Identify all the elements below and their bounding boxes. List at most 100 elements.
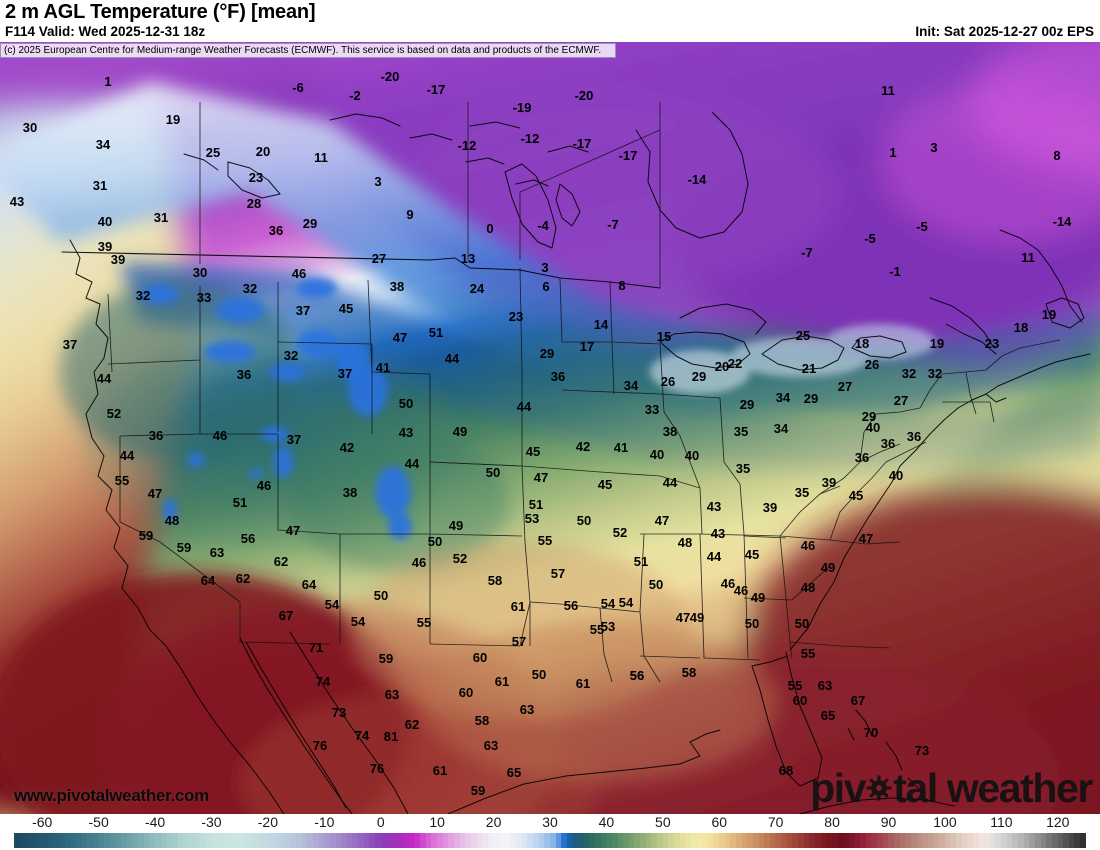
temperature-label: 8 bbox=[618, 278, 625, 293]
colorbar-segment bbox=[312, 833, 319, 848]
colorbar-segment bbox=[380, 833, 387, 848]
colorbar-segment bbox=[673, 833, 680, 848]
colorbar-tick: 50 bbox=[655, 814, 671, 830]
colorbar-segment bbox=[877, 833, 883, 848]
colorbar[interactable]: -60 -50 -40 -30 -20 -10 0 10 20 30 40 50 60 70 80 90 100… bbox=[0, 814, 1100, 850]
temperature-label: 50 bbox=[577, 513, 591, 528]
colorbar-segment bbox=[307, 833, 313, 848]
colorbar-segment bbox=[431, 833, 438, 848]
temperature-label: 58 bbox=[475, 713, 489, 728]
colorbar-segment bbox=[814, 833, 821, 848]
temperature-label: 34 bbox=[774, 421, 789, 436]
temperature-label: -12 bbox=[521, 131, 540, 146]
temperature-label: 74 bbox=[316, 674, 331, 689]
colorbar-segment bbox=[245, 833, 251, 848]
colorbar-segment bbox=[318, 833, 325, 848]
temperature-label: 65 bbox=[821, 708, 835, 723]
colorbar-segment bbox=[803, 833, 810, 848]
colorbar-segment bbox=[386, 833, 392, 848]
colorbar-segment bbox=[414, 833, 421, 848]
colorbar-segment bbox=[470, 833, 477, 848]
colorbar-segment bbox=[561, 833, 567, 848]
colorbar-segment bbox=[724, 833, 731, 848]
temperature-label: 17 bbox=[580, 339, 594, 354]
colorbar-tick: 30 bbox=[542, 814, 558, 830]
map-boundaries bbox=[61, 111, 1091, 814]
temperature-label: 51 bbox=[529, 497, 543, 512]
temperature-label: 50 bbox=[532, 667, 546, 682]
colorbar-segment bbox=[707, 833, 714, 848]
temperature-label: 60 bbox=[793, 693, 807, 708]
temperature-label: 40 bbox=[889, 468, 903, 483]
colorbar-segment bbox=[860, 833, 866, 848]
colorbar-segment bbox=[634, 833, 641, 848]
temperature-label: 44 bbox=[663, 475, 678, 490]
colorbar-tick: -20 bbox=[257, 814, 279, 830]
colorbar-segment bbox=[324, 833, 330, 848]
colorbar-segment bbox=[888, 833, 894, 848]
temperature-label: 3 bbox=[541, 260, 548, 275]
colorbar-tick: -50 bbox=[88, 814, 109, 830]
temperature-label: 57 bbox=[551, 566, 565, 581]
temperature-label: -5 bbox=[864, 231, 876, 246]
colorbar-segment bbox=[352, 833, 359, 848]
temperature-label: 59 bbox=[177, 540, 191, 555]
temperature-label: 71 bbox=[309, 640, 323, 655]
temperature-label: 50 bbox=[428, 534, 442, 549]
colorbar-segment bbox=[905, 833, 911, 848]
colorbar-segment bbox=[792, 833, 799, 848]
temperature-label: 49 bbox=[449, 518, 463, 533]
colorbar-gradient[interactable] bbox=[14, 833, 1086, 848]
temperature-label: 27 bbox=[838, 379, 852, 394]
temperature-label: 51 bbox=[634, 554, 648, 569]
colorbar-segment bbox=[104, 833, 110, 848]
colorbar-segment bbox=[651, 833, 658, 848]
temperature-label: 36 bbox=[149, 428, 163, 443]
colorbar-segment bbox=[950, 833, 956, 848]
colorbar-segment bbox=[549, 833, 556, 848]
colorbar-segment bbox=[53, 833, 60, 848]
map-canvas[interactable]: 30 34 31 43 40 1 19 25 20 23 28 31 36 39 39 32 30 33 32 46 1… bbox=[0, 42, 1100, 814]
temperature-label: 55 bbox=[417, 615, 431, 630]
colorbar-segment bbox=[149, 833, 156, 848]
header-bar: 2 m AGL Temperature (°F) [mean] F114 Val… bbox=[0, 0, 1100, 42]
colorbar-segment bbox=[538, 833, 545, 848]
temperature-label: 55 bbox=[590, 622, 604, 637]
temperature-label: -14 bbox=[1053, 214, 1073, 229]
colorbar-segment bbox=[250, 833, 257, 848]
colorbar-segment bbox=[329, 833, 336, 848]
temperature-label: 11 bbox=[1021, 250, 1035, 265]
temperature-label: 47 bbox=[286, 523, 300, 538]
temperature-label: 45 bbox=[526, 444, 540, 459]
temperature-label: 33 bbox=[645, 402, 659, 417]
temperature-label: 59 bbox=[139, 528, 153, 543]
temperature-label: 43 bbox=[707, 499, 721, 514]
temperature-label: -12 bbox=[458, 138, 477, 153]
temperature-label: 47 bbox=[676, 610, 690, 625]
colorbar-segment bbox=[927, 833, 934, 848]
temperature-label: 27 bbox=[894, 393, 908, 408]
colorbar-segment bbox=[758, 833, 765, 848]
temperature-label: 41 bbox=[376, 360, 390, 375]
colorbar-segment bbox=[155, 833, 161, 848]
colorbar-tick: -30 bbox=[201, 814, 222, 830]
temperature-label: 47 bbox=[148, 486, 162, 501]
temperature-label: 36 bbox=[237, 367, 251, 382]
colorbar-segment bbox=[211, 833, 218, 848]
colorbar-segment bbox=[177, 833, 184, 848]
temperature-label: 52 bbox=[453, 551, 467, 566]
temperature-label: 63 bbox=[385, 687, 399, 702]
colorbar-segment bbox=[555, 833, 562, 848]
temperature-label: 30 bbox=[193, 265, 207, 280]
colorbar-segment bbox=[160, 833, 167, 848]
temperature-label: 29 bbox=[740, 397, 754, 412]
temperature-label: 64 bbox=[302, 577, 317, 592]
colorbar-segment bbox=[967, 833, 973, 848]
colorbar-segment bbox=[335, 833, 342, 848]
temperature-label: 63 bbox=[818, 678, 832, 693]
colorbar-segment bbox=[516, 833, 522, 848]
colorbar-segment bbox=[132, 833, 139, 848]
temperature-label: -5 bbox=[916, 219, 928, 234]
colorbar-segment bbox=[233, 833, 240, 848]
colorbar-segment bbox=[346, 833, 353, 848]
